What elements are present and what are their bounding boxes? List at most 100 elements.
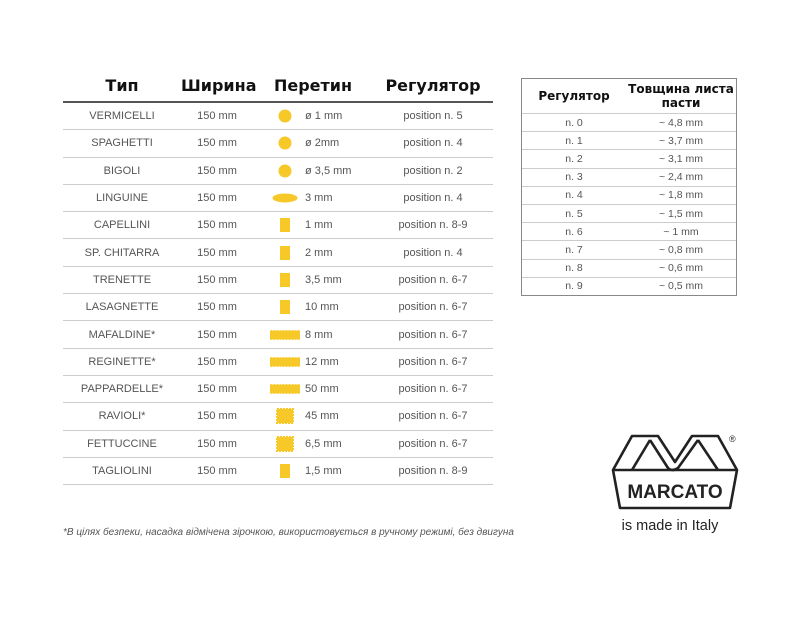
regulator-position: n. 5: [565, 207, 583, 220]
pasta-type: REGINETTE*: [88, 355, 156, 368]
pasta-type: BIGOLI: [103, 164, 141, 177]
pasta-regulator: position n. 2: [403, 164, 463, 177]
pasta-type: SPAGHETTI: [91, 137, 153, 150]
table-row: MAFALDINE* 150 mm 8 mm position n. 6-7: [63, 321, 493, 349]
section-value: 8 mm: [305, 328, 333, 341]
pasta-regulator: position n. 4: [403, 246, 463, 259]
wavy-square-shape-icon: [265, 435, 305, 452]
sheet-thickness: ~ 1,5 mm: [658, 207, 704, 220]
circle-shape-icon: [265, 164, 305, 178]
circle-shape-icon: [265, 109, 305, 123]
sheet-thickness: ~ 2,4 mm: [658, 171, 704, 184]
pasta-type: CAPELLINI: [93, 219, 151, 232]
square-shape-icon: [265, 245, 305, 260]
table-row: LASAGNETTE 150 mm 10 mm position n. 6-7: [63, 294, 493, 322]
section-value: 1 mm: [305, 219, 333, 232]
sheet-thickness: ~ 0,5 mm: [658, 280, 704, 293]
tagline: is made in Italy: [621, 518, 719, 534]
table-row: RAVIOLI* 150 mm 45 mm position n. 6-7: [63, 403, 493, 431]
section-value: 6,5 mm: [305, 437, 342, 450]
pasta-width: 150 mm: [197, 164, 237, 177]
thickness-table-header: Регулятор Товщина листа пасти: [522, 79, 736, 114]
pasta-width: 150 mm: [197, 465, 237, 477]
square-shape-icon: [265, 464, 305, 478]
section-value: 12 mm: [305, 355, 339, 368]
pasta-table-header: Тип Ширина Перетин Регулятор: [63, 70, 493, 103]
ellipse-shape-icon: [265, 193, 305, 203]
header-type: Тип: [105, 76, 139, 95]
logo-text: MARCATO: [627, 482, 722, 503]
wavy-wide-shape-icon: [265, 383, 305, 395]
pasta-width: 150 mm: [197, 437, 237, 450]
header-section: Перетин: [273, 76, 353, 95]
pasta-width: 150 mm: [197, 410, 237, 423]
circle-shape-icon: [265, 136, 305, 150]
table-row: TRENETTE 150 mm 3,5 mm position n. 6-7: [63, 267, 493, 295]
pasta-regulator: position n. 5: [403, 110, 463, 123]
pasta-section: 50 mm: [253, 383, 373, 395]
pasta-regulator: position n. 4: [403, 137, 463, 150]
pasta-section: 10 mm: [253, 300, 373, 315]
pasta-section: 3,5 mm: [253, 272, 373, 287]
pasta-section: 3 mm: [253, 192, 373, 204]
pasta-width: 150 mm: [197, 328, 237, 341]
header-thickness: Товщина листа пасти: [628, 82, 734, 110]
table-row: PAPPARDELLE* 150 mm 50 mm position n. 6-…: [63, 376, 493, 404]
regulator-position: n. 3: [565, 171, 583, 184]
table-row: SP. CHITARRA 150 mm 2 mm position n. 4: [63, 239, 493, 267]
pasta-width: 150 mm: [197, 246, 237, 259]
section-value: 1,5 mm: [305, 465, 342, 477]
pasta-width: 150 mm: [197, 110, 237, 123]
wavy-wide-shape-icon: [265, 356, 305, 368]
pasta-regulator: position n. 6-7: [398, 383, 468, 396]
table-row: VERMICELLI 150 mm ø 1 mm position n. 5: [63, 103, 493, 131]
thickness-table: Регулятор Товщина листа пасти n. 0 ~ 4,8…: [521, 78, 737, 296]
header-width: Ширина: [181, 76, 257, 95]
regulator-position: n. 8: [565, 262, 583, 275]
pasta-regulator: position n. 4: [403, 192, 463, 205]
pasta-regulator: position n. 6-7: [398, 437, 468, 450]
table-row: n. 2 ~ 3,1 mm: [522, 150, 736, 169]
sheet-thickness: ~ 1,8 mm: [658, 189, 704, 202]
pasta-type: VERMICELLI: [89, 110, 155, 123]
pasta-section: 8 mm: [253, 329, 373, 341]
pasta-section: 2 mm: [253, 245, 373, 260]
table-row: n. 7 ~ 0,8 mm: [522, 241, 736, 260]
pasta-type: PAPPARDELLE*: [80, 383, 164, 396]
table-row: LINGUINE 150 mm 3 mm position n. 4: [63, 185, 493, 213]
regulator-position: n. 2: [565, 152, 583, 165]
pasta-type: RAVIOLI*: [98, 410, 146, 423]
header-regulator: Регулятор: [385, 76, 481, 95]
pasta-width: 150 mm: [197, 273, 237, 286]
table-row: n. 6 ~ 1 mm: [522, 223, 736, 242]
table-row: n. 9 ~ 0,5 mm: [522, 278, 736, 295]
section-value: ø 2mm: [305, 137, 340, 150]
table-row: FETTUCCINE 150 mm 6,5 mm position n. 6-7: [63, 431, 493, 458]
table-row: n. 8 ~ 0,6 mm: [522, 260, 736, 278]
pasta-regulator: position n. 6-7: [398, 410, 468, 423]
table-row: BIGOLI 150 mm ø 3,5 mm position n. 2: [63, 158, 493, 185]
pasta-section: ø 1 mm: [253, 109, 373, 123]
table-row: n. 3 ~ 2,4 mm: [522, 169, 736, 187]
sheet-thickness: ~ 3,1 mm: [658, 152, 704, 165]
pasta-width: 150 mm: [197, 383, 237, 396]
pasta-type: LASAGNETTE: [85, 301, 159, 314]
regulator-position: n. 7: [565, 243, 583, 256]
pasta-regulator: position n. 6-7: [398, 273, 468, 286]
footnote: *В цілях безпеки, насадка відмічена зіро…: [63, 527, 514, 538]
regulator-position: n. 9: [565, 280, 583, 293]
pasta-section: ø 3,5 mm: [253, 164, 373, 178]
table-row: SPAGHETTI 150 mm ø 2mm position n. 4: [63, 130, 493, 158]
pasta-width: 150 mm: [197, 219, 237, 232]
regulator-position: n. 4: [565, 189, 583, 202]
square-shape-icon: [265, 300, 305, 315]
section-value: 3,5 mm: [305, 273, 342, 286]
table-row: CAPELLINI 150 mm 1 mm position n. 8-9: [63, 212, 493, 240]
pasta-type: SP. CHITARRA: [84, 246, 160, 259]
marcato-logo: MARCATO ®: [611, 434, 739, 510]
pasta-regulator: position n. 6-7: [398, 328, 468, 341]
section-value: 45 mm: [305, 410, 339, 423]
pasta-section: 1,5 mm: [253, 464, 373, 478]
section-value: ø 1 mm: [305, 110, 343, 123]
pasta-section: 1 mm: [253, 218, 373, 233]
